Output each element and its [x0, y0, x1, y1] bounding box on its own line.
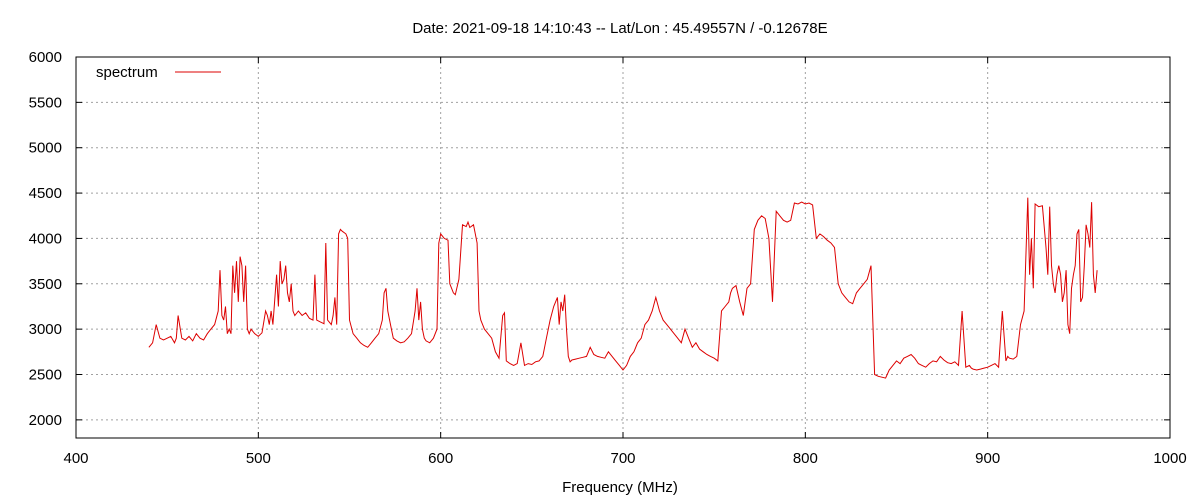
x-tick-label: 900	[975, 450, 1000, 467]
x-tick-label: 400	[63, 450, 88, 467]
x-tick-label: 600	[428, 450, 453, 467]
x-tick-label: 500	[246, 450, 271, 467]
legend: spectrum	[96, 64, 221, 81]
chart-title: Date: 2021-09-18 14:10:43 -- Lat/Lon : 4…	[412, 20, 827, 37]
y-tick-label: 3500	[29, 276, 62, 293]
plot-area	[148, 197, 1098, 379]
legend-label-spectrum: spectrum	[96, 64, 158, 81]
x-tick-label: 800	[793, 450, 818, 467]
y-tick-label: 4500	[29, 185, 62, 202]
x-axis-ticks: 400 500 600 700 800 900 1000	[63, 57, 1187, 467]
grid-lines	[76, 57, 1170, 438]
x-tick-label: 1000	[1153, 450, 1186, 467]
y-tick-label: 2000	[29, 412, 62, 429]
y-tick-label: 5500	[29, 94, 62, 111]
y-tick-label: 3000	[29, 321, 62, 338]
y-tick-label: 6000	[29, 49, 62, 66]
y-axis-ticks: 2000 2500 3000 3500 4000 4500 5000 5500 6000	[29, 49, 1170, 429]
x-axis-label: Frequency (MHz)	[562, 479, 678, 496]
series-line-spectrum	[148, 197, 1098, 379]
y-tick-label: 2500	[29, 367, 62, 384]
y-tick-label: 4000	[29, 230, 62, 247]
y-tick-label: 5000	[29, 140, 62, 157]
x-tick-label: 700	[610, 450, 635, 467]
